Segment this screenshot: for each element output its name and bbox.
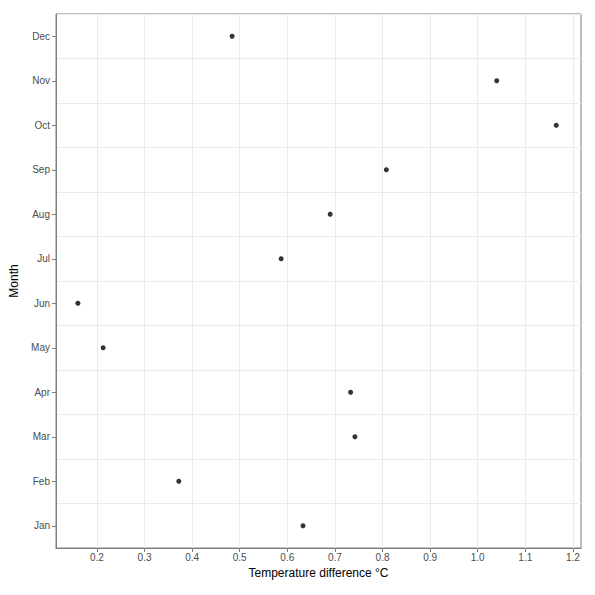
svg-text:May: May — [31, 342, 50, 353]
svg-text:Jun: Jun — [34, 298, 50, 309]
svg-text:0.4: 0.4 — [185, 552, 199, 563]
svg-text:Temperature difference °C: Temperature difference °C — [249, 566, 389, 580]
svg-text:1.0: 1.0 — [471, 552, 485, 563]
svg-text:0.2: 0.2 — [90, 552, 104, 563]
svg-text:Aug: Aug — [32, 209, 50, 220]
svg-text:0.5: 0.5 — [233, 552, 247, 563]
svg-text:Sep: Sep — [32, 164, 50, 175]
svg-text:1.1: 1.1 — [518, 552, 532, 563]
svg-text:Jul: Jul — [37, 253, 50, 264]
svg-text:0.7: 0.7 — [328, 552, 342, 563]
svg-text:1.2: 1.2 — [566, 552, 580, 563]
svg-text:Dec: Dec — [32, 31, 50, 42]
svg-text:0.3: 0.3 — [138, 552, 152, 563]
svg-text:Month: Month — [7, 264, 21, 297]
svg-text:Nov: Nov — [32, 75, 50, 86]
svg-text:Mar: Mar — [33, 431, 51, 442]
svg-text:0.8: 0.8 — [376, 552, 390, 563]
svg-text:0.9: 0.9 — [423, 552, 437, 563]
svg-text:Feb: Feb — [33, 476, 51, 487]
svg-text:Oct: Oct — [34, 120, 50, 131]
svg-text:0.6: 0.6 — [280, 552, 294, 563]
svg-text:Jan: Jan — [34, 520, 50, 531]
svg-text:Apr: Apr — [34, 387, 50, 398]
